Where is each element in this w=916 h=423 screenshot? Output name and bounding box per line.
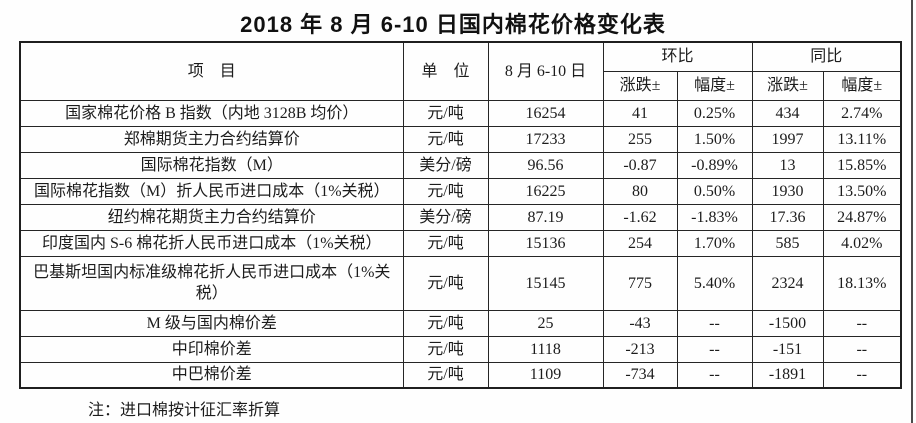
- cell-mom-change: 255: [602, 125, 678, 153]
- cell-yoy-range: 13.11%: [822, 125, 902, 153]
- cell-yoy-change: 434: [751, 99, 824, 127]
- table-body: 国家棉花价格 B 指数（内地 3128B 均价） 元/吨 16254 41 0.…: [19, 99, 902, 389]
- cell-yoy-range: 2.74%: [822, 99, 902, 127]
- cell-yoy-change: 1997: [751, 125, 824, 153]
- cell-mom-change: -734: [602, 361, 678, 389]
- col-header-mom-range: 幅度±: [676, 70, 753, 101]
- table-header: 项 目 单 位 8 月 6-10 日 环比 同比 涨跌± 幅度± 涨跌± 幅度±: [19, 41, 902, 101]
- cell-mom-range: -1.83%: [676, 203, 753, 231]
- cell-value: 15136: [487, 229, 604, 257]
- table-row: M 级与国内棉价差 元/吨 25 -43 -- -1500 --: [19, 309, 902, 337]
- cell-yoy-range: 13.50%: [822, 177, 902, 205]
- cell-item: 国际棉花指数（M）: [19, 151, 404, 179]
- col-header-yoy-range: 幅度±: [822, 70, 902, 101]
- cell-unit: 元/吨: [402, 177, 489, 205]
- cell-value: 96.56: [487, 151, 604, 179]
- page-title: 2018 年 8 月 6-10 日国内棉花价格变化表: [240, 12, 666, 37]
- cell-value: 1109: [487, 361, 604, 389]
- cell-item: 国家棉花价格 B 指数（内地 3128B 均价）: [19, 99, 404, 127]
- cell-mom-range: 0.25%: [676, 99, 753, 127]
- cell-mom-range: --: [676, 335, 753, 363]
- table-row: 郑棉期货主力合约结算价 元/吨 17233 255 1.50% 1997 13.…: [19, 125, 902, 153]
- col-header-mom: 环比: [602, 41, 753, 72]
- cell-unit: 元/吨: [402, 361, 489, 389]
- cell-mom-change: 41: [602, 99, 678, 127]
- cell-mom-range: 0.50%: [676, 177, 753, 205]
- footnote: 注：进口棉按计征汇率折算: [88, 402, 281, 419]
- header-row-sub: 涨跌± 幅度± 涨跌± 幅度±: [20, 70, 902, 101]
- table-row: 印度国内 S-6 棉花折人民币进口成本（1%关税） 元/吨 15136 254 …: [19, 229, 902, 257]
- cell-mom-range: 5.40%: [676, 255, 753, 311]
- cell-unit: 美分/磅: [402, 151, 489, 179]
- col-header-period: 8 月 6-10 日: [487, 41, 604, 101]
- cell-yoy-change: -1891: [751, 361, 824, 389]
- col-header-item: 项 目: [19, 41, 404, 101]
- col-header-yoy: 同比: [751, 41, 902, 72]
- cell-item: 国际棉花指数（M）折人民币进口成本（1%关税）: [19, 177, 404, 205]
- table-row: 中印棉价差 元/吨 1118 -213 -- -151 --: [19, 335, 902, 363]
- cell-yoy-range: --: [822, 335, 902, 363]
- cell-yoy-range: 15.85%: [822, 151, 902, 179]
- cell-item: M 级与国内棉价差: [19, 309, 404, 337]
- cell-mom-change: -43: [602, 309, 678, 337]
- cell-mom-range: 1.50%: [676, 125, 753, 153]
- cotton-price-table: 项 目 单 位 8 月 6-10 日 环比 同比 涨跌± 幅度± 涨跌± 幅度±…: [19, 41, 903, 389]
- cell-mom-change: 775: [602, 255, 678, 311]
- cell-mom-change: -1.62: [602, 203, 678, 231]
- cell-yoy-change: -151: [751, 335, 824, 363]
- cell-yoy-change: 1930: [751, 177, 824, 205]
- cell-yoy-range: --: [822, 309, 902, 337]
- cell-value: 1118: [487, 335, 604, 363]
- table-row: 国家棉花价格 B 指数（内地 3128B 均价） 元/吨 16254 41 0.…: [19, 99, 902, 127]
- cell-value: 16225: [487, 177, 604, 205]
- cell-value: 25: [487, 309, 604, 337]
- cell-mom-change: 254: [602, 229, 678, 257]
- cell-mom-range: --: [676, 309, 753, 337]
- cell-item: 中印棉价差: [19, 335, 404, 363]
- table-row: 巴基斯坦国内标准级棉花折人民币进口成本（1%关税） 元/吨 15145 775 …: [19, 255, 902, 311]
- cell-unit: 元/吨: [402, 255, 489, 311]
- cell-mom-change: -213: [602, 335, 678, 363]
- cell-value: 87.19: [487, 203, 604, 231]
- cell-item: 巴基斯坦国内标准级棉花折人民币进口成本（1%关税）: [19, 255, 404, 311]
- table-row: 中巴棉价差 元/吨 1109 -734 -- -1891 --: [19, 361, 902, 389]
- cell-mom-range: 1.70%: [676, 229, 753, 257]
- page-right-border: [911, 0, 913, 423]
- cell-mom-range: --: [676, 361, 753, 389]
- cell-item: 纽约棉花期货主力合约结算价: [19, 203, 404, 231]
- cell-yoy-change: 2324: [751, 255, 824, 311]
- cell-yoy-change: 585: [751, 229, 824, 257]
- cell-yoy-change: -1500: [751, 309, 824, 337]
- cell-yoy-change: 17.36: [751, 203, 824, 231]
- cell-yoy-range: --: [822, 361, 902, 389]
- cell-value: 15145: [487, 255, 604, 311]
- cell-value: 17233: [487, 125, 604, 153]
- table-row: 国际棉花指数（M） 美分/磅 96.56 -0.87 -0.89% 13 15.…: [19, 151, 902, 179]
- cell-value: 16254: [487, 99, 604, 127]
- cell-unit: 元/吨: [402, 229, 489, 257]
- cell-unit: 元/吨: [402, 125, 489, 153]
- table-row: 纽约棉花期货主力合约结算价 美分/磅 87.19 -1.62 -1.83% 17…: [19, 203, 902, 231]
- cell-yoy-range: 24.87%: [822, 203, 902, 231]
- cell-item: 印度国内 S-6 棉花折人民币进口成本（1%关税）: [19, 229, 404, 257]
- cell-unit: 美分/磅: [402, 203, 489, 231]
- cell-mom-change: 80: [602, 177, 678, 205]
- cell-unit: 元/吨: [402, 309, 489, 337]
- cell-item: 郑棉期货主力合约结算价: [19, 125, 404, 153]
- cell-unit: 元/吨: [402, 99, 489, 127]
- col-header-yoy-change: 涨跌±: [751, 70, 824, 101]
- cell-mom-change: -0.87: [602, 151, 678, 179]
- col-header-unit: 单 位: [402, 41, 489, 101]
- table-row: 国际棉花指数（M）折人民币进口成本（1%关税） 元/吨 16225 80 0.5…: [19, 177, 902, 205]
- col-header-mom-change: 涨跌±: [602, 70, 678, 101]
- cell-yoy-change: 13: [751, 151, 824, 179]
- cell-unit: 元/吨: [402, 335, 489, 363]
- cell-item: 中巴棉价差: [19, 361, 404, 389]
- cell-yoy-range: 4.02%: [822, 229, 902, 257]
- cell-yoy-range: 18.13%: [822, 255, 902, 311]
- header-row-top: 项 目 单 位 8 月 6-10 日 环比 同比: [19, 41, 902, 101]
- cell-mom-range: -0.89%: [676, 151, 753, 179]
